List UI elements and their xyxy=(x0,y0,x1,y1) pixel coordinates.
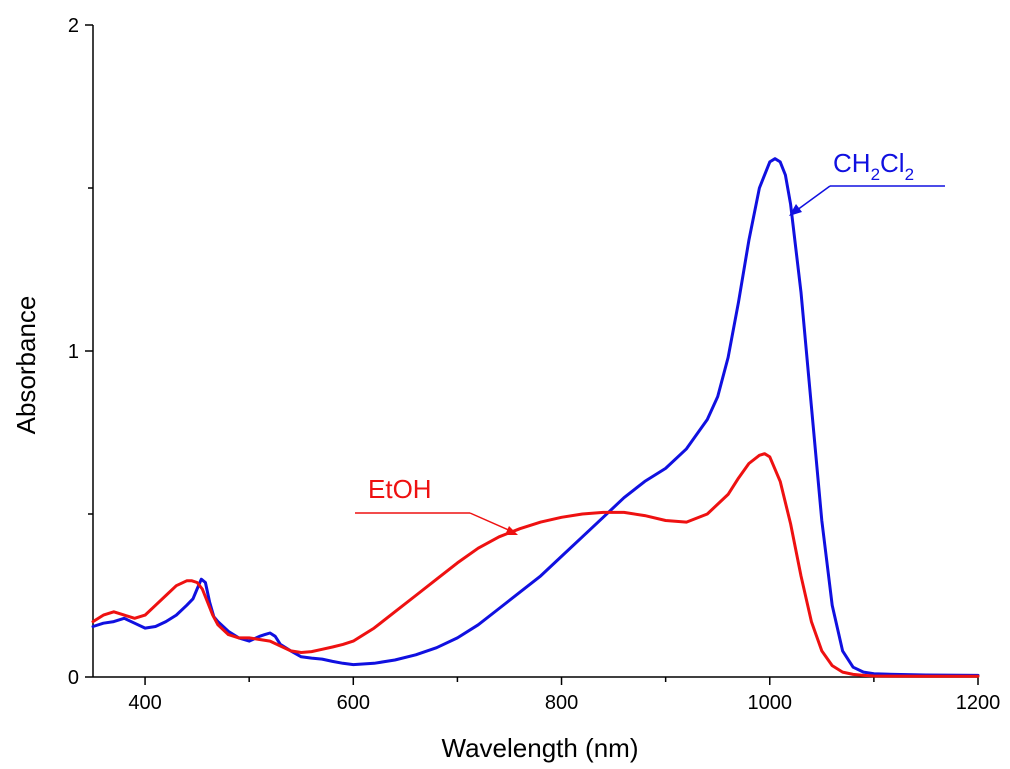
x-axis-title: Wavelength (nm) xyxy=(442,733,639,763)
x-tick-label: 800 xyxy=(545,692,578,714)
series-label-ch2cl2-sub1: 2 xyxy=(871,165,880,184)
x-tick-label: 400 xyxy=(128,692,161,714)
ch2cl2-arrow-head xyxy=(789,204,802,216)
etoh-arrow-line xyxy=(469,512,514,533)
series-label-ch2cl2: CH2Cl2 xyxy=(789,148,945,216)
series-line-etoh xyxy=(91,452,980,678)
x-tick-label: 600 xyxy=(337,692,370,714)
ticks: 400 600 800 1000 1200 0 1 2 xyxy=(68,15,1000,714)
x-tick-label: 1000 xyxy=(748,692,793,714)
series-layer xyxy=(91,157,980,678)
series-line-ch2cl2 xyxy=(91,157,980,677)
y-tick-label: 2 xyxy=(68,15,79,37)
series-label-ch2cl2-mid: Cl xyxy=(880,148,905,178)
series-label-etoh-text: EtOH xyxy=(368,474,432,504)
y-axis-title: Absorbance xyxy=(11,296,41,435)
series-label-ch2cl2-sub2: 2 xyxy=(905,165,914,184)
series-label-etoh: EtOH xyxy=(355,474,518,535)
x-tick-label: 1200 xyxy=(956,692,1001,714)
series-label-ch2cl2-main: CH xyxy=(833,148,871,178)
y-tick-label: 1 xyxy=(68,341,79,363)
etoh-arrow-head xyxy=(505,526,518,535)
y-tick-label: 0 xyxy=(68,667,79,689)
svg-text:CH2Cl2: CH2Cl2 xyxy=(833,148,914,184)
